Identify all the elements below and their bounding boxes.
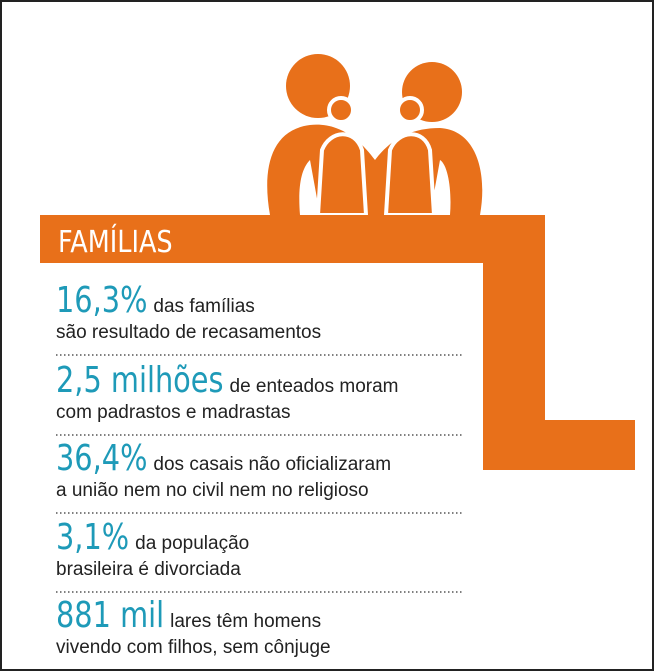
fact-line: da população <box>135 533 249 554</box>
fact-line: brasileira é divorciada <box>56 559 241 580</box>
facts: 16,3% das famílias são resultado de recasa… <box>56 279 462 658</box>
orange-frame <box>40 215 635 470</box>
fact-line: com padrastos e madrastas <box>56 402 290 423</box>
highlight: 881 mil <box>56 594 164 636</box>
fact-line: lares têm homens <box>170 611 321 632</box>
children-icon <box>315 96 437 217</box>
title: FAMÍLIAS <box>58 223 173 260</box>
fact-line: de enteados moram <box>230 376 399 397</box>
fact-line: dos casais não oficializaram <box>153 454 391 475</box>
fact-line: vivendo com filhos, sem cônjuge <box>56 637 331 658</box>
fact-line: das famílias <box>153 296 254 317</box>
fact-line: a união nem no civil nem no religioso <box>56 480 369 501</box>
fact-line: são resultado de recasamentos <box>56 322 321 343</box>
highlight: 2,5 milhões <box>56 359 224 401</box>
highlight: 16,3% <box>56 279 147 321</box>
highlight: 36,4% <box>56 437 147 479</box>
highlight: 3,1% <box>56 516 129 558</box>
